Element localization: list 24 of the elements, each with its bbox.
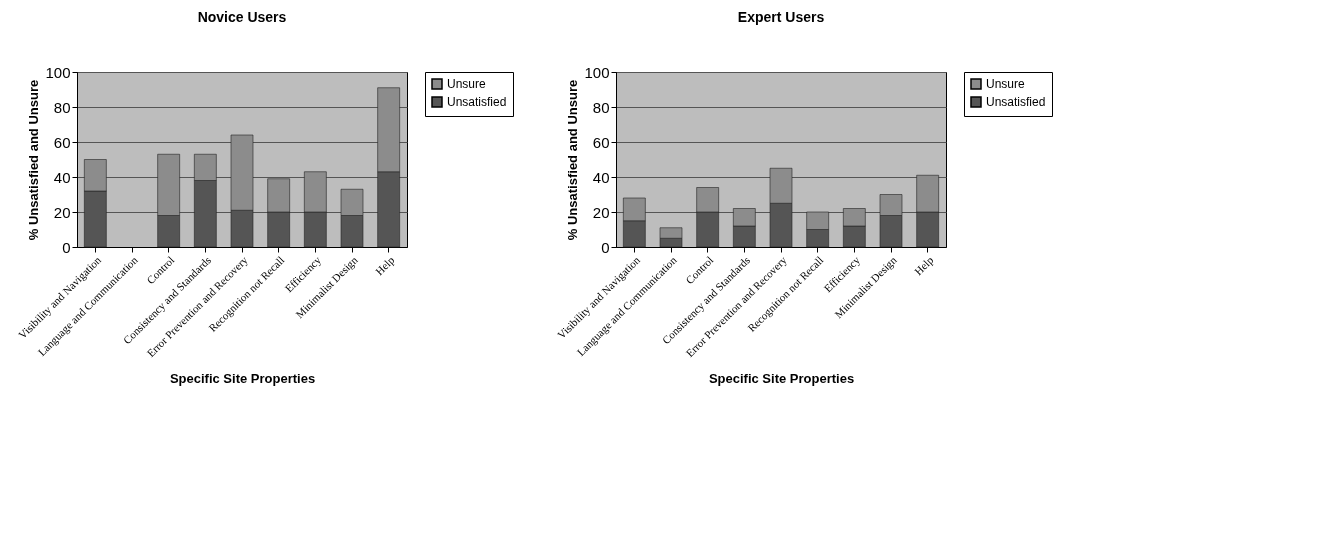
chart-title: Novice Users	[197, 9, 287, 25]
chart-title: Expert Users	[737, 9, 825, 25]
x-axis-title: Specific Site Properties	[708, 371, 855, 387]
y-tick-label: 80	[53, 98, 71, 116]
legend-label: Unsure	[447, 77, 487, 91]
y-tick-label: 100	[584, 63, 610, 81]
y-axis-title: % Unsatisfied and Unsure	[26, 79, 42, 241]
y-axis-title: % Unsatisfied and Unsure	[565, 79, 581, 241]
x-axis-title: Specific Site Properties	[169, 371, 316, 387]
y-tick-label: 80	[592, 98, 610, 116]
y-tick-label: 60	[53, 133, 71, 151]
x-tick-label: Help	[372, 253, 397, 278]
y-tick-label: 100	[45, 63, 71, 81]
y-tick-label: 40	[592, 168, 610, 186]
y-tick-label: 0	[62, 238, 71, 256]
y-tick-label: 40	[53, 168, 71, 186]
x-tick-label: Help	[911, 253, 936, 278]
legend-label: Unsure	[986, 77, 1026, 91]
legend-label: Unsatisfied	[447, 95, 507, 109]
legend-label: Unsatisfied	[986, 95, 1046, 109]
y-tick-label: 60	[592, 133, 610, 151]
y-tick-label: 20	[53, 203, 71, 221]
y-tick-label: 0	[601, 238, 610, 256]
y-tick-label: 20	[592, 203, 610, 221]
